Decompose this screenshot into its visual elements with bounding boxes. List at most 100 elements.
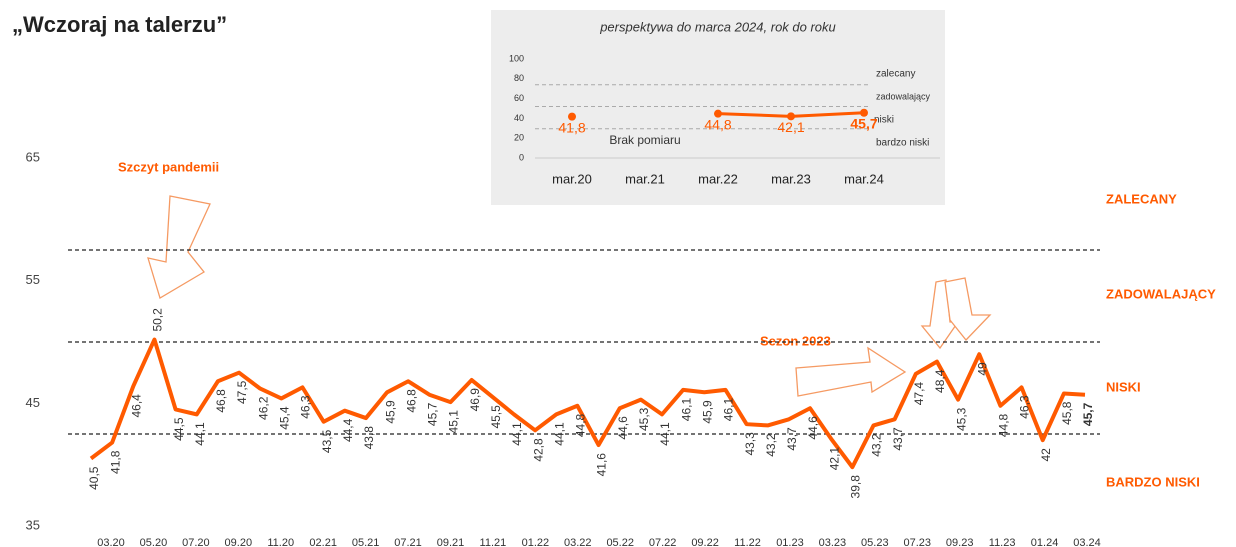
x-tick-label: 05.22 bbox=[606, 537, 634, 547]
data-label: 44,8 bbox=[997, 413, 1011, 437]
x-tick-label: 05.20 bbox=[140, 537, 168, 547]
x-tick-label: 11.23 bbox=[989, 537, 1016, 547]
arrow bbox=[795, 346, 907, 397]
x-tick-label: 07.22 bbox=[649, 537, 677, 547]
line bbox=[89, 337, 1086, 470]
data-label: 47,4 bbox=[912, 382, 926, 406]
data-label: 43,3 bbox=[743, 432, 757, 456]
data-label: 46,9 bbox=[468, 388, 482, 412]
data-label: 41,8 bbox=[108, 450, 122, 474]
data-label: 44,1 bbox=[552, 422, 566, 446]
data-label: 46,2 bbox=[256, 396, 270, 420]
y-tick-label: 80 bbox=[514, 73, 524, 83]
data-label: 45,7 bbox=[850, 115, 877, 131]
x-tick-label: 03.22 bbox=[564, 537, 592, 547]
data-label: 46,8 bbox=[404, 389, 418, 413]
data-label: 43,5 bbox=[320, 429, 334, 453]
level-label: BARDZO NISKI bbox=[1106, 474, 1200, 489]
y-tick-label: 60 bbox=[514, 93, 524, 103]
data-label: 41,6 bbox=[595, 453, 609, 477]
marker bbox=[860, 108, 868, 117]
data-label: 45,3 bbox=[637, 407, 651, 431]
data-label: 45,3 bbox=[954, 407, 968, 431]
y-tick-label: 55 bbox=[26, 272, 40, 287]
data-label: 47,5 bbox=[235, 380, 249, 404]
level-label: zadowalający bbox=[876, 91, 931, 101]
data-label: 45,5 bbox=[489, 405, 503, 429]
inset-title: perspektywa do marca 2024, rok do roku bbox=[599, 19, 836, 34]
x-tick-label: mar.23 bbox=[771, 171, 811, 186]
y-tick-label: 35 bbox=[26, 517, 40, 532]
marker bbox=[714, 109, 722, 118]
data-label: 45,7 bbox=[426, 402, 440, 426]
data-label: 48,4 bbox=[933, 369, 947, 393]
data-label: 46,4 bbox=[129, 394, 143, 418]
data-label: 45,1 bbox=[447, 410, 461, 434]
data-label: 45,8 bbox=[1060, 401, 1074, 425]
data-label: 50,2 bbox=[151, 308, 165, 332]
y-tick-label: 45 bbox=[26, 395, 40, 410]
data-label: 49 bbox=[975, 362, 989, 376]
data-label: 42,1 bbox=[827, 447, 841, 471]
data-label: 44,6 bbox=[806, 416, 820, 440]
data-label: 40,5 bbox=[87, 466, 101, 490]
data-label: 46,1 bbox=[722, 398, 736, 422]
x-tick-label: mar.21 bbox=[625, 171, 665, 186]
level-label: NISKI bbox=[1106, 379, 1141, 394]
y-tick-label: 65 bbox=[26, 149, 40, 164]
x-tick-label: 09.22 bbox=[691, 537, 719, 547]
inset-bg bbox=[491, 10, 945, 205]
level-label: bardzo niski bbox=[876, 138, 929, 149]
x-tick-label: 02.21 bbox=[309, 537, 337, 547]
marker bbox=[787, 112, 795, 121]
data-label: 46,3 bbox=[1018, 395, 1032, 419]
x-tick-label: mar.20 bbox=[552, 171, 592, 186]
data-label: 42,1 bbox=[777, 119, 804, 135]
x-tick-label: 03.24 bbox=[1073, 537, 1101, 547]
data-label: 45,7 bbox=[1081, 402, 1095, 426]
level-label: niski bbox=[874, 115, 894, 126]
y-tick-label: 100 bbox=[509, 53, 524, 63]
data-label: 46,1 bbox=[679, 398, 693, 422]
y-tick-label: 0 bbox=[519, 152, 524, 162]
data-label: 41,8 bbox=[558, 119, 585, 135]
x-tick-label: 09.21 bbox=[437, 537, 465, 547]
x-tick-label: 07.21 bbox=[394, 537, 422, 547]
x-tick-label: 07.23 bbox=[903, 537, 931, 547]
data-label: 44,5 bbox=[172, 417, 186, 441]
level-label: ZADOWALAJĄCY bbox=[1106, 286, 1216, 301]
data-label: 45,9 bbox=[383, 400, 397, 424]
x-tick-label: mar.22 bbox=[698, 171, 738, 186]
data-label: 44,1 bbox=[193, 422, 207, 446]
data-label: 46,8 bbox=[214, 389, 228, 413]
data-label: 43,2 bbox=[764, 433, 778, 457]
data-label: 43,7 bbox=[891, 427, 905, 451]
level-label: zalecany bbox=[876, 69, 915, 80]
data-label: 44,8 bbox=[704, 116, 731, 132]
x-tick-label: mar.24 bbox=[844, 171, 884, 186]
arrow bbox=[147, 195, 211, 299]
data-label: 44,6 bbox=[616, 416, 630, 440]
data-label: 43,8 bbox=[362, 426, 376, 450]
x-tick-label: 07.20 bbox=[182, 537, 210, 547]
data-label: 43,7 bbox=[785, 427, 799, 451]
y-tick-label: 40 bbox=[514, 113, 524, 123]
x-tick-label: 09.23 bbox=[946, 537, 974, 547]
x-tick-label: 01.24 bbox=[1031, 537, 1059, 547]
marker bbox=[568, 112, 576, 121]
x-tick-label: 11.20 bbox=[267, 537, 294, 547]
x-tick-label: 11.22 bbox=[734, 537, 761, 547]
data-label: 44,1 bbox=[658, 422, 672, 446]
annotation: Brak pomiaru bbox=[609, 133, 680, 147]
x-tick-label: 05.21 bbox=[352, 537, 380, 547]
data-label: 45,9 bbox=[700, 400, 714, 424]
level-label: ZALECANY bbox=[1106, 191, 1177, 206]
x-tick-label: 09.20 bbox=[225, 537, 253, 547]
data-label: 44,1 bbox=[510, 422, 524, 446]
data-label: 46,3 bbox=[299, 395, 313, 419]
annotation: Sezon 2023 bbox=[760, 333, 831, 348]
x-tick-label: 01.22 bbox=[522, 537, 550, 547]
x-tick-label: 03.23 bbox=[819, 537, 847, 547]
x-tick-label: 05.23 bbox=[861, 537, 889, 547]
